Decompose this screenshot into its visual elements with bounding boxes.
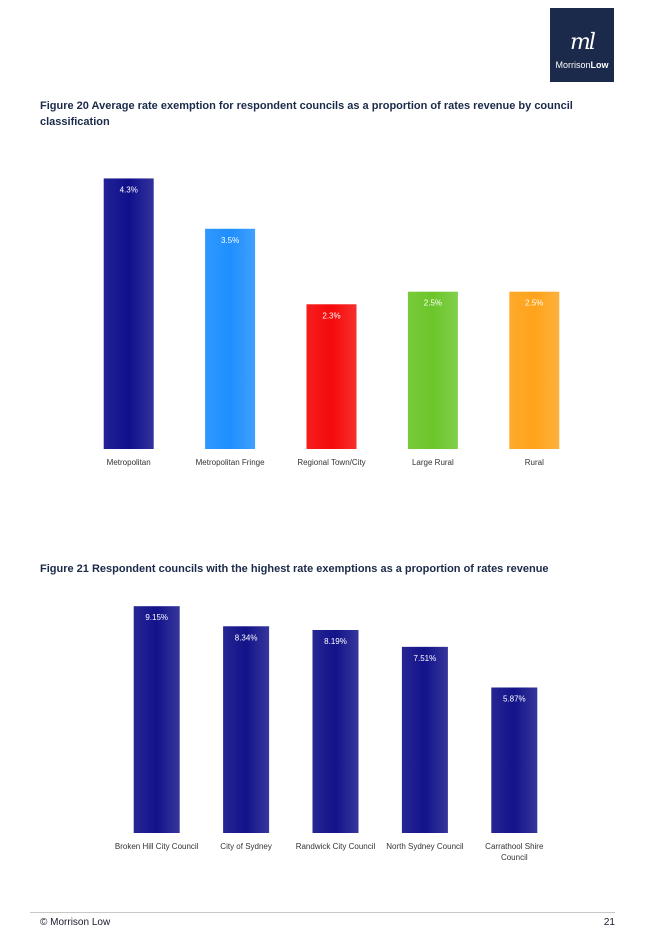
fig20-bar-1 xyxy=(205,228,256,449)
page-number: 21 xyxy=(603,917,615,928)
fig20-bar-4 xyxy=(509,291,560,449)
fig20-data-label-3: 2.5% xyxy=(424,299,442,308)
fig20-data-label-2: 2.3% xyxy=(322,311,340,320)
fig20-bar-2 xyxy=(306,304,357,449)
figure-20-title: Figure 20 Average rate exemption for res… xyxy=(40,100,573,128)
fig20-data-label-4: 2.5% xyxy=(525,299,543,308)
logo-text: MorrisonLow xyxy=(550,60,614,70)
logo-brand-bold: Low xyxy=(590,60,609,70)
fig20-category-label-0: Metropolitan xyxy=(107,458,151,467)
fig20-category-label-3: Large Rural xyxy=(412,458,454,467)
fig20-data-label-1: 3.5% xyxy=(221,236,239,245)
logo-brand-regular: Morrison xyxy=(555,60,591,70)
morrison-low-logo: ml MorrisonLow xyxy=(550,8,614,82)
figure-21-title: Figure 21 Respondent councils with the h… xyxy=(40,563,549,575)
logo-mark: ml xyxy=(570,30,596,55)
fig20-data-label-0: 4.3% xyxy=(120,185,138,194)
fig20-category-label-2: Regional Town/City xyxy=(297,458,365,467)
fig20-bar-3 xyxy=(407,291,458,449)
fig20-category-label-1: Metropolitan Fringe xyxy=(196,458,265,467)
footer-copyright: © Morrison Low xyxy=(40,917,111,928)
fig20-category-label-4: Rural xyxy=(525,458,544,467)
footer-divider xyxy=(30,912,615,913)
fig20-bar-0 xyxy=(103,178,154,449)
